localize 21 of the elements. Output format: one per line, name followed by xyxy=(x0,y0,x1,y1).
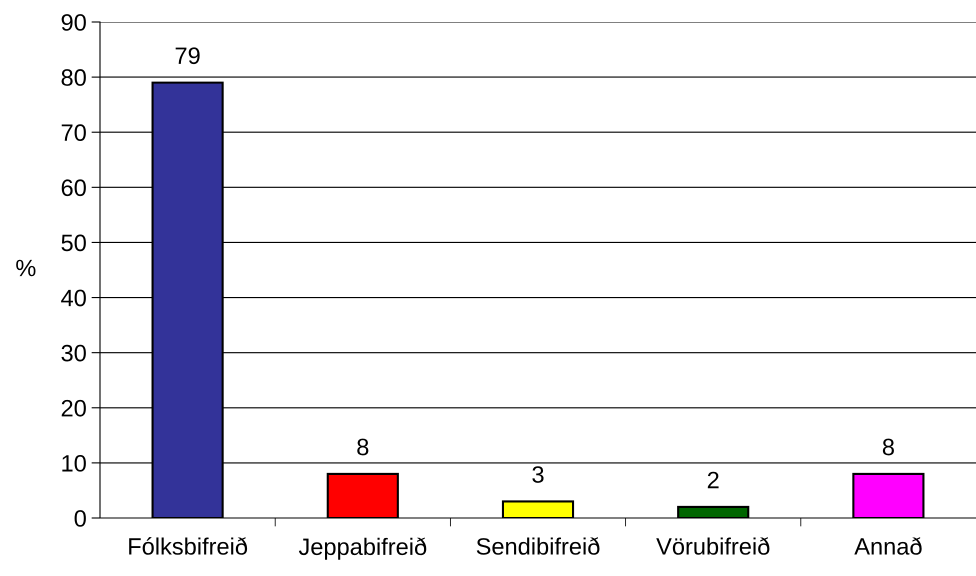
data-label: 8 xyxy=(357,438,368,456)
data-label: 79 xyxy=(176,47,200,64)
y-tick-label: 60 xyxy=(62,179,86,196)
data-label: 2 xyxy=(708,472,719,488)
x-tick-label: Jeppabifreið xyxy=(298,537,426,560)
x-tick-label: Sendibifreið xyxy=(476,537,600,555)
y-tick-label: 10 xyxy=(62,454,86,472)
x-tick-label: Annað xyxy=(854,537,922,555)
y-tick-label: 0 xyxy=(74,510,86,527)
data-label: 3 xyxy=(532,466,544,483)
y-tick-label: 50 xyxy=(61,234,86,252)
y-tick-label: 80 xyxy=(62,69,86,86)
y-tick-label: 30 xyxy=(61,344,86,362)
y-axis-title: % xyxy=(16,260,36,276)
x-tick-label: Fólksbifreið xyxy=(129,537,248,555)
x-tick-label: Vörubifreið xyxy=(656,537,770,555)
y-tick-label: 20 xyxy=(62,400,86,417)
y-tick-label: 40 xyxy=(61,290,86,306)
y-tick-label: 70 xyxy=(62,124,86,142)
data-label: 8 xyxy=(882,438,894,456)
y-tick-label: 90 xyxy=(62,14,86,31)
